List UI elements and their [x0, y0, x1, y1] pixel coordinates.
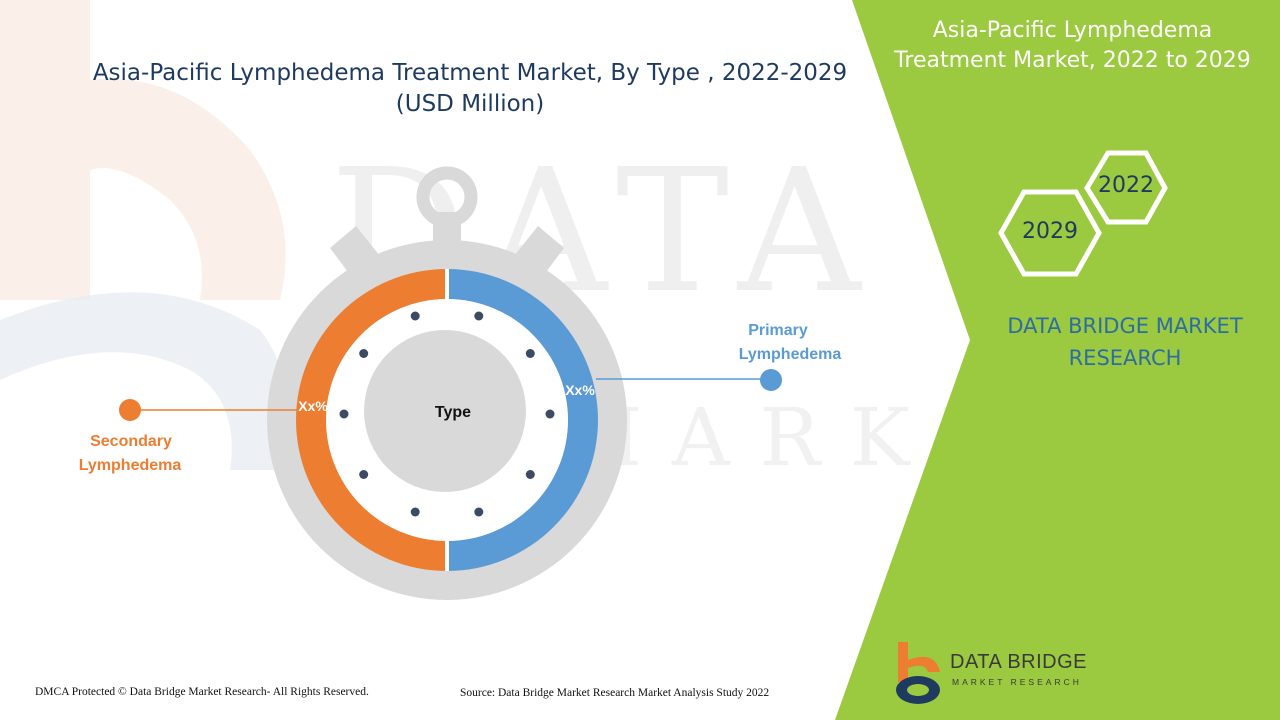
secondary-leader-dot: [119, 399, 141, 421]
tick-dot: [410, 507, 420, 517]
side-panel-title-line2: Treatment Market, 2022 to 2029: [894, 48, 1251, 73]
tick-dot: [410, 311, 420, 321]
hexagon-2029: [998, 189, 1102, 277]
year-label-2022: 2022: [1098, 173, 1154, 198]
tick-dot: [339, 409, 349, 419]
side-panel-title: Asia-Pacific Lymphedema Treatment Market…: [880, 16, 1265, 76]
tick-dot: [359, 349, 369, 358]
logo-name: DATA BRIDGE: [950, 651, 1088, 673]
tick-dot: [545, 409, 555, 419]
tick-dot: [525, 349, 535, 358]
side-panel-title-line1: Asia-Pacific Lymphedema: [932, 18, 1213, 43]
watermark-logo-top-shape: [0, 0, 286, 300]
footer-copyright: DMCA Protected © Data Bridge Market Rese…: [35, 686, 369, 698]
primary-leader-dot: [760, 369, 782, 391]
side-panel-brand: DATA BRIDGE MARKET RESEARCH: [985, 310, 1265, 374]
watermark-logo-bottom-shape: [0, 292, 287, 470]
logo-bar: [898, 642, 908, 682]
secondary-legend-line2: Lymphedema: [79, 457, 182, 474]
logo-orange-curve: [908, 656, 940, 672]
secondary-percent-label: Xx%: [298, 398, 328, 414]
secondary-legend-line1: Secondary: [90, 433, 172, 450]
stopwatch-tick-dots: [339, 311, 555, 517]
tick-dot: [359, 470, 369, 479]
tick-dot: [525, 470, 535, 479]
tick-dot: [474, 311, 484, 321]
side-panel-brand-line2: RESEARCH: [1068, 346, 1182, 370]
logo-sub: MARKET RESEARCH: [952, 677, 1082, 687]
primary-percent-label: Xx%: [565, 382, 595, 398]
footer-source: Source: Data Bridge Market Research Mark…: [460, 687, 770, 699]
stopwatch-center-disc: [364, 330, 526, 492]
side-panel-brand-line1: DATA BRIDGE MARKET: [1007, 314, 1243, 338]
primary-legend-line2: Lymphedema: [739, 346, 842, 363]
hexagon-2022: [1084, 150, 1168, 225]
logo-hole: [907, 684, 929, 696]
chart-title: Asia-Pacific Lymphedema Treatment Market…: [60, 58, 880, 120]
primary-legend-line1: Primary: [748, 322, 808, 339]
donut-segment-primary-lymphedema: [447, 269, 598, 571]
chart-title-line2: (USD Million): [395, 91, 545, 117]
donut-segment-secondary-lymphedema: [296, 269, 447, 571]
chart-title-line1: Asia-Pacific Lymphedema Treatment Market…: [92, 60, 848, 86]
green-panel-shape: [835, 0, 1280, 720]
year-label-2029: 2029: [1022, 219, 1078, 244]
tick-dot: [474, 507, 484, 517]
center-label: Type: [435, 404, 471, 421]
